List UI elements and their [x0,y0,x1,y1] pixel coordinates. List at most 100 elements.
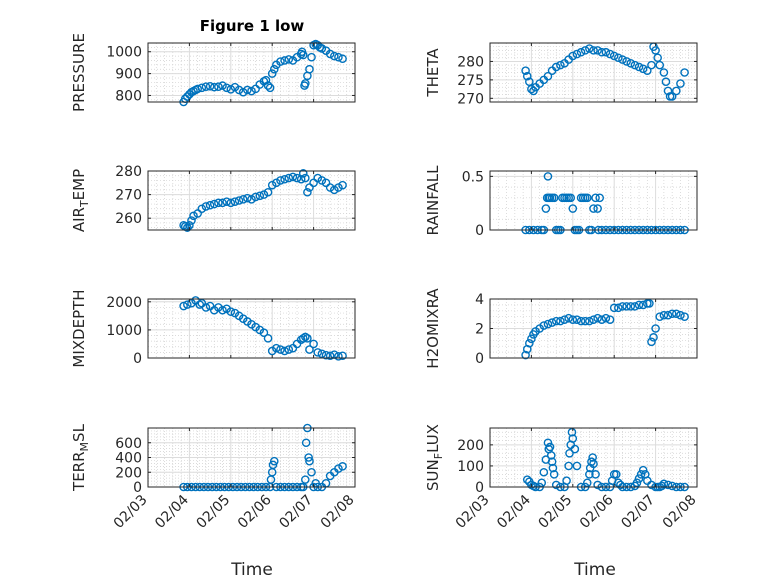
data-point [609,51,619,61]
data-point [259,190,269,199]
data-point [614,53,623,63]
data-point [269,456,279,466]
data-point [309,339,318,349]
data-point [539,321,549,330]
data-point [589,46,598,55]
axes-box [147,298,356,359]
data-point [649,333,658,342]
data-point [645,299,654,308]
data-point [564,461,573,471]
data-point [313,173,323,183]
data-point [218,305,227,315]
data-point [214,198,223,208]
data-point [663,310,673,320]
plot-area [490,43,697,102]
data-point [541,204,551,213]
data-point [226,307,236,316]
data-point [630,60,640,70]
subplot-4: 0 0.5 RAINFALL [424,165,698,239]
data-point [305,456,314,466]
data-point [325,351,335,361]
data-point [576,316,586,326]
data-point [605,315,615,324]
minor-grid [148,171,355,230]
data-point [280,346,289,356]
data-point [284,173,294,183]
data-point [313,348,323,357]
data-point [209,199,219,209]
y-tick-label: 200 [457,438,484,454]
data-point [525,77,534,87]
data-point [303,187,312,197]
data-point [218,198,227,208]
data-point [298,50,308,60]
data-point [622,57,631,66]
data-point [201,303,211,312]
data-point [267,69,277,78]
data-point [593,480,602,490]
y-tick-label: 0 [133,351,142,367]
data-series [179,39,347,107]
y-tick-label: 0 [475,351,484,367]
x-tick-label: 02/08 [660,492,700,532]
data-point [276,176,285,185]
y-tick-label: 600 [115,436,142,452]
subplot-5: 0 1000 2000 MIXDEPTH [70,289,356,368]
y-tick-label: 2 [475,322,484,338]
axes-box [147,170,356,231]
data-point [305,345,314,354]
data-point [301,475,310,484]
data-point [238,195,248,204]
data-point [634,474,644,483]
data-point [179,301,188,311]
data-point [334,183,343,192]
data-point [593,46,602,55]
data-point [587,457,596,467]
data-point [325,49,335,59]
data-point [543,172,553,181]
data-point [537,478,547,488]
data-point [288,172,298,182]
data-point [307,52,316,62]
y-tick-label: 0 [475,480,484,496]
data-point [567,427,577,437]
data-point [591,470,600,479]
y-axis-label: PRESSURE [70,33,88,112]
data-point [680,312,689,322]
data-point [546,451,556,460]
data-point [638,465,648,475]
data-point [611,470,621,479]
y-axis-label: SUNFLUX [424,424,445,491]
data-point [543,319,553,329]
data-point [597,47,607,57]
y-tick-label: 0 [133,480,142,496]
y-tick-label: 100 [457,459,484,475]
data-point [597,315,607,324]
data-point [663,480,673,490]
data-point [301,332,310,342]
data-point [551,480,561,490]
data-series [179,169,347,232]
data-point [572,315,582,324]
data-point [543,438,553,448]
data-point [183,223,192,232]
data-point [301,438,311,448]
data-point [680,68,689,77]
data-point [582,193,592,203]
data-point [214,82,223,92]
data-point [580,46,590,55]
data-point [222,197,231,206]
axes-box [489,42,698,103]
y-tick-label: 280 [115,164,142,180]
y-tick-label: 1000 [106,45,142,61]
data-point [255,191,265,201]
data-point [280,56,289,65]
data-point [585,470,594,479]
y-axis-label: MIXDEPTH [70,289,88,367]
data-point [334,52,343,62]
data-point [334,352,343,361]
data-point [568,434,578,443]
data-point [226,198,236,208]
data-point [572,49,582,59]
